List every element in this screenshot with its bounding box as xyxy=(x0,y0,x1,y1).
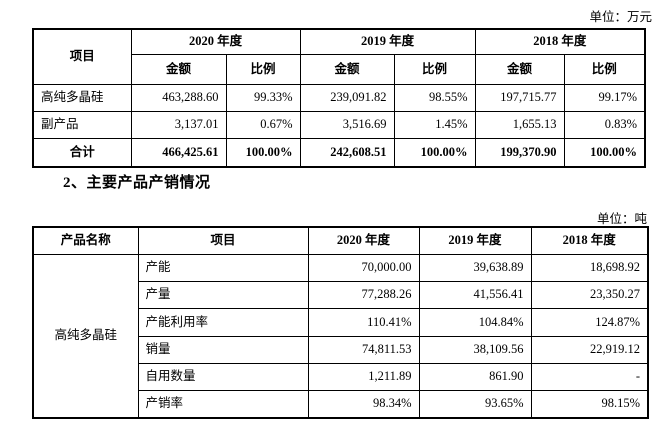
header-cell-ratio-2019: 比例 xyxy=(393,54,476,85)
table-cell: 38,109.56 xyxy=(418,335,532,364)
table-cell: 124.87% xyxy=(530,308,649,337)
table-cell: 3,516.69 xyxy=(299,111,395,139)
row-label: 产能 xyxy=(137,253,309,283)
row-label: 自用数量 xyxy=(137,362,309,391)
row-label: 高纯多晶硅 xyxy=(32,84,132,112)
table-cell: 74,811.53 xyxy=(307,335,420,364)
table-cell: 861.90 xyxy=(418,362,532,391)
table-cell: 98.55% xyxy=(393,84,476,112)
section-heading: 2、主要产品产销情况 xyxy=(63,175,211,191)
header-cell-ratio-2018: 比例 xyxy=(563,54,646,85)
header-cell-amount-2019: 金额 xyxy=(299,54,395,85)
table-row-total: 合计 466,425.61 100.00% 242,608.51 100.00%… xyxy=(32,138,646,168)
table-cell: 98.15% xyxy=(530,389,649,419)
total-label: 合计 xyxy=(32,138,132,168)
table-cell: 110.41% xyxy=(307,308,420,337)
table-cell: 3,137.01 xyxy=(130,111,227,139)
table-row-polysilicon: 高纯多晶硅 463,288.60 99.33% 239,091.82 98.55… xyxy=(32,84,646,112)
table-header-row-years: 项目 2020 年度 2019 年度 2018 年度 xyxy=(32,28,646,85)
table-cell: 39,638.89 xyxy=(418,253,532,283)
table-row-self-use: 自用数量 1,211.89 861.90 - xyxy=(33,362,649,391)
table-cell: 93.65% xyxy=(418,389,532,419)
table-cell: 1.45% xyxy=(393,111,476,139)
table-cell: 100.00% xyxy=(225,138,301,168)
table-row-sales-to-output-ratio: 产销率 98.34% 93.65% 98.15% xyxy=(33,389,649,419)
table-row-capacity-utilization: 产能利用率 110.41% 104.84% 124.87% xyxy=(33,308,649,337)
table-cell: 104.84% xyxy=(418,308,532,337)
table-cell: 466,425.61 xyxy=(130,138,227,168)
table-row-sales-volume: 销量 74,811.53 38,109.56 22,919.12 xyxy=(33,335,649,364)
table-cell: 18,698.92 xyxy=(530,253,649,283)
table-cell: 70,000.00 xyxy=(307,253,420,283)
header-cell-year-2018: 2018 年度 xyxy=(530,226,649,255)
header-cell-amount-2020: 金额 xyxy=(130,54,227,85)
header-cell-year-2018: 2018 年度 xyxy=(474,28,646,55)
header-cell-item: 项目 xyxy=(32,28,132,85)
table-cell: 199,370.90 xyxy=(474,138,565,168)
table-cell: 99.17% xyxy=(563,84,646,112)
table-cell: 242,608.51 xyxy=(299,138,395,168)
table-cell: 100.00% xyxy=(563,138,646,168)
unit-label-wanyuan: 单位：万元 xyxy=(589,10,652,24)
header-cell-year-2020: 2020 年度 xyxy=(130,28,301,55)
table-cell: 197,715.77 xyxy=(474,84,565,112)
table-cell: 22,919.12 xyxy=(530,335,649,364)
table-cell: 463,288.60 xyxy=(130,84,227,112)
header-cell-amount-2018: 金额 xyxy=(474,54,565,85)
table-cell: 23,350.27 xyxy=(530,281,649,310)
table-header-row-measures: 金额 比例 金额 比例 金额 比例 xyxy=(33,54,646,85)
revenue-breakdown-table: 项目 2020 年度 2019 年度 2018 年度 金额 比例 金额 比例 金… xyxy=(32,28,647,168)
unit-label-ton: 单位：吨 xyxy=(596,212,647,226)
header-cell-year-2019: 2019 年度 xyxy=(299,28,476,55)
table-cell: 100.00% xyxy=(393,138,476,168)
table-row-byproduct: 副产品 3,137.01 0.67% 3,516.69 1.45% 1,655.… xyxy=(32,111,646,139)
table-cell: 239,091.82 xyxy=(299,84,395,112)
table-cell: 98.34% xyxy=(307,389,420,419)
production-sales-table: 产品名称 项目 2020 年度 2019 年度 2018 年度 高纯多晶硅 产能… xyxy=(32,226,649,420)
table-cell: 0.67% xyxy=(225,111,301,139)
table-header-row: 产品名称 项目 2020 年度 2019 年度 2018 年度 xyxy=(32,226,649,255)
table-cell: 1,211.89 xyxy=(307,362,420,391)
header-cell-product-name: 产品名称 xyxy=(32,226,139,255)
table-cell: 0.83% xyxy=(563,111,646,139)
table-cell: 99.33% xyxy=(225,84,301,112)
table-cell: 41,556.41 xyxy=(418,281,532,310)
table-row-output: 产量 77,288.26 41,556.41 23,350.27 xyxy=(33,281,649,310)
row-label: 销量 xyxy=(137,335,309,364)
header-cell-year-2020: 2020 年度 xyxy=(307,226,420,255)
header-cell-ratio-2020: 比例 xyxy=(225,54,301,85)
product-name-cell: 高纯多晶硅 xyxy=(32,254,139,419)
header-cell-year-2019: 2019 年度 xyxy=(418,226,532,255)
row-label: 产能利用率 xyxy=(137,308,309,337)
table-row-capacity: 高纯多晶硅 产能 70,000.00 39,638.89 18,698.92 xyxy=(32,253,649,419)
row-label: 产量 xyxy=(137,281,309,310)
table-cell: 1,655.13 xyxy=(474,111,565,139)
header-cell-item: 项目 xyxy=(137,226,309,255)
table-cell: 77,288.26 xyxy=(307,281,420,310)
row-label: 产销率 xyxy=(137,389,309,419)
table-cell: - xyxy=(530,362,649,391)
row-label: 副产品 xyxy=(32,111,132,139)
